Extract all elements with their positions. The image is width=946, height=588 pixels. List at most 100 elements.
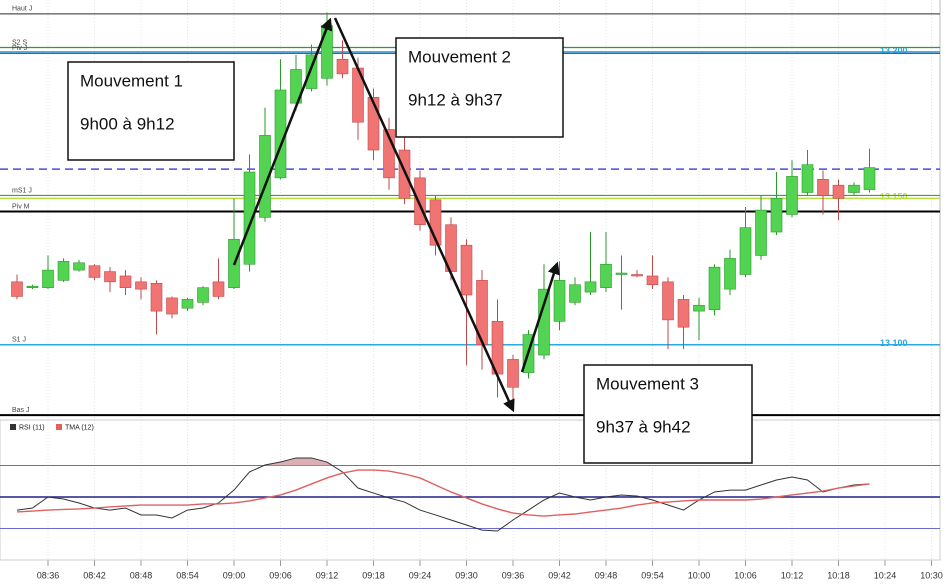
candle-body xyxy=(662,281,674,321)
arrow xyxy=(520,261,560,373)
annotation-title: Mouvement 2 xyxy=(408,47,511,66)
box xyxy=(583,364,753,464)
x-tick-label: 09:12 xyxy=(316,570,339,580)
x-tick-label: 08:42 xyxy=(83,570,106,580)
legend-label: TMA (12) xyxy=(65,424,94,431)
candle-body xyxy=(739,227,752,275)
annotation-title: Mouvement 1 xyxy=(80,71,183,90)
level-label: S1 J xyxy=(12,337,26,344)
x-tick-label: 09:54 xyxy=(641,570,664,580)
annotation-time: 9h37 à 9h42 xyxy=(596,417,691,436)
x-tick-label: 10:06 xyxy=(734,570,757,580)
annotation-box: Mouvement 3 9h37 à 9h42 xyxy=(583,364,753,464)
level-label: Haut J xyxy=(12,6,32,13)
candle-body xyxy=(11,281,23,297)
x-tick-label: 10:24 xyxy=(874,570,897,580)
candle-body xyxy=(708,266,721,310)
candle-body xyxy=(507,359,519,388)
candle-body xyxy=(42,269,54,288)
legend-label: RSI (11) xyxy=(19,424,45,431)
candle-body xyxy=(166,297,178,315)
candle-body xyxy=(321,25,333,79)
candle-body xyxy=(538,288,550,356)
candle-body xyxy=(677,299,690,328)
level-label: mS1 J xyxy=(12,187,32,194)
candle-body xyxy=(724,258,736,290)
level-label: Piv M xyxy=(12,203,30,210)
candle-body xyxy=(600,263,612,288)
candle-body xyxy=(259,135,271,218)
candle-body xyxy=(336,58,349,75)
candle-body xyxy=(832,184,845,199)
candle-body xyxy=(212,281,225,297)
x-tick-label: 09:00 xyxy=(223,570,246,580)
x-tick-label: 09:18 xyxy=(362,570,385,580)
x-tick-label: 09:24 xyxy=(409,570,432,580)
movement-arrows xyxy=(232,17,560,413)
annotation-time: 9h12 à 9h37 xyxy=(408,90,503,109)
candle-body xyxy=(569,284,581,303)
x-tick-label: 10:00 xyxy=(688,570,711,580)
annotation-box: Mouvement 1 9h00 à 9h12 xyxy=(67,61,235,161)
candle-body xyxy=(290,69,302,104)
candle-body xyxy=(367,97,380,151)
candle-body xyxy=(104,271,116,283)
arrow xyxy=(333,17,515,413)
x-tick-label: 08:36 xyxy=(37,570,60,580)
candle-body xyxy=(755,209,767,256)
candle-body xyxy=(476,280,488,346)
candle-body xyxy=(305,54,318,89)
candle-body xyxy=(786,176,798,215)
candle-body xyxy=(26,285,39,288)
candle-body xyxy=(770,198,783,233)
candle-body xyxy=(863,167,876,190)
candle-body xyxy=(181,299,194,309)
x-tick-label: 10:18 xyxy=(827,570,850,580)
x-tick-label: 09:30 xyxy=(455,570,478,580)
candle-body xyxy=(801,164,814,193)
candle-body xyxy=(135,281,147,290)
legend-swatch xyxy=(56,424,62,430)
candle-body xyxy=(243,171,256,265)
x-tick-label: 10:12 xyxy=(781,570,804,580)
y-tick-label: 13 200 xyxy=(880,45,908,55)
y-tick-label: 13 100 xyxy=(880,338,908,348)
candle-body xyxy=(817,179,829,196)
candle-body xyxy=(197,287,209,303)
series-line xyxy=(16,457,870,532)
box xyxy=(67,61,235,161)
candle-body xyxy=(460,244,473,296)
candle-body xyxy=(584,281,597,293)
x-tick-label: 09:06 xyxy=(269,570,292,580)
x-tick-label: 08:54 xyxy=(176,570,199,580)
level-label: S2 S xyxy=(12,39,28,46)
candle-body xyxy=(73,262,85,271)
annotation-title: Mouvement 3 xyxy=(596,374,699,393)
x-tick-label: 08:48 xyxy=(130,570,153,580)
candle-body xyxy=(429,199,442,246)
box xyxy=(395,37,564,138)
candle-body xyxy=(631,274,643,277)
candle-body xyxy=(693,304,705,312)
candle-body xyxy=(553,280,566,322)
level-label: Bas J xyxy=(12,407,30,414)
arrow xyxy=(232,17,333,266)
candle-body xyxy=(88,265,101,278)
candle-body xyxy=(398,149,411,199)
candle-body xyxy=(646,275,659,286)
x-tick-label: 09:42 xyxy=(548,570,571,580)
series-line xyxy=(16,469,870,517)
annotation-box: Mouvement 2 9h12 à 9h37 xyxy=(395,37,564,138)
candle-body xyxy=(119,275,132,288)
legend-swatch xyxy=(10,424,16,430)
candle-body xyxy=(615,272,628,275)
candle-body xyxy=(848,184,860,193)
x-tick-label: 09:48 xyxy=(595,570,618,580)
candle-body xyxy=(150,282,163,312)
y-tick-label: 13 150 xyxy=(880,192,908,202)
candle-body xyxy=(414,177,426,226)
candle-body xyxy=(57,261,70,281)
annotation-time: 9h00 à 9h12 xyxy=(80,114,175,133)
level-label: Piv J xyxy=(12,45,27,52)
x-tick-label: 10:30 xyxy=(920,570,943,580)
